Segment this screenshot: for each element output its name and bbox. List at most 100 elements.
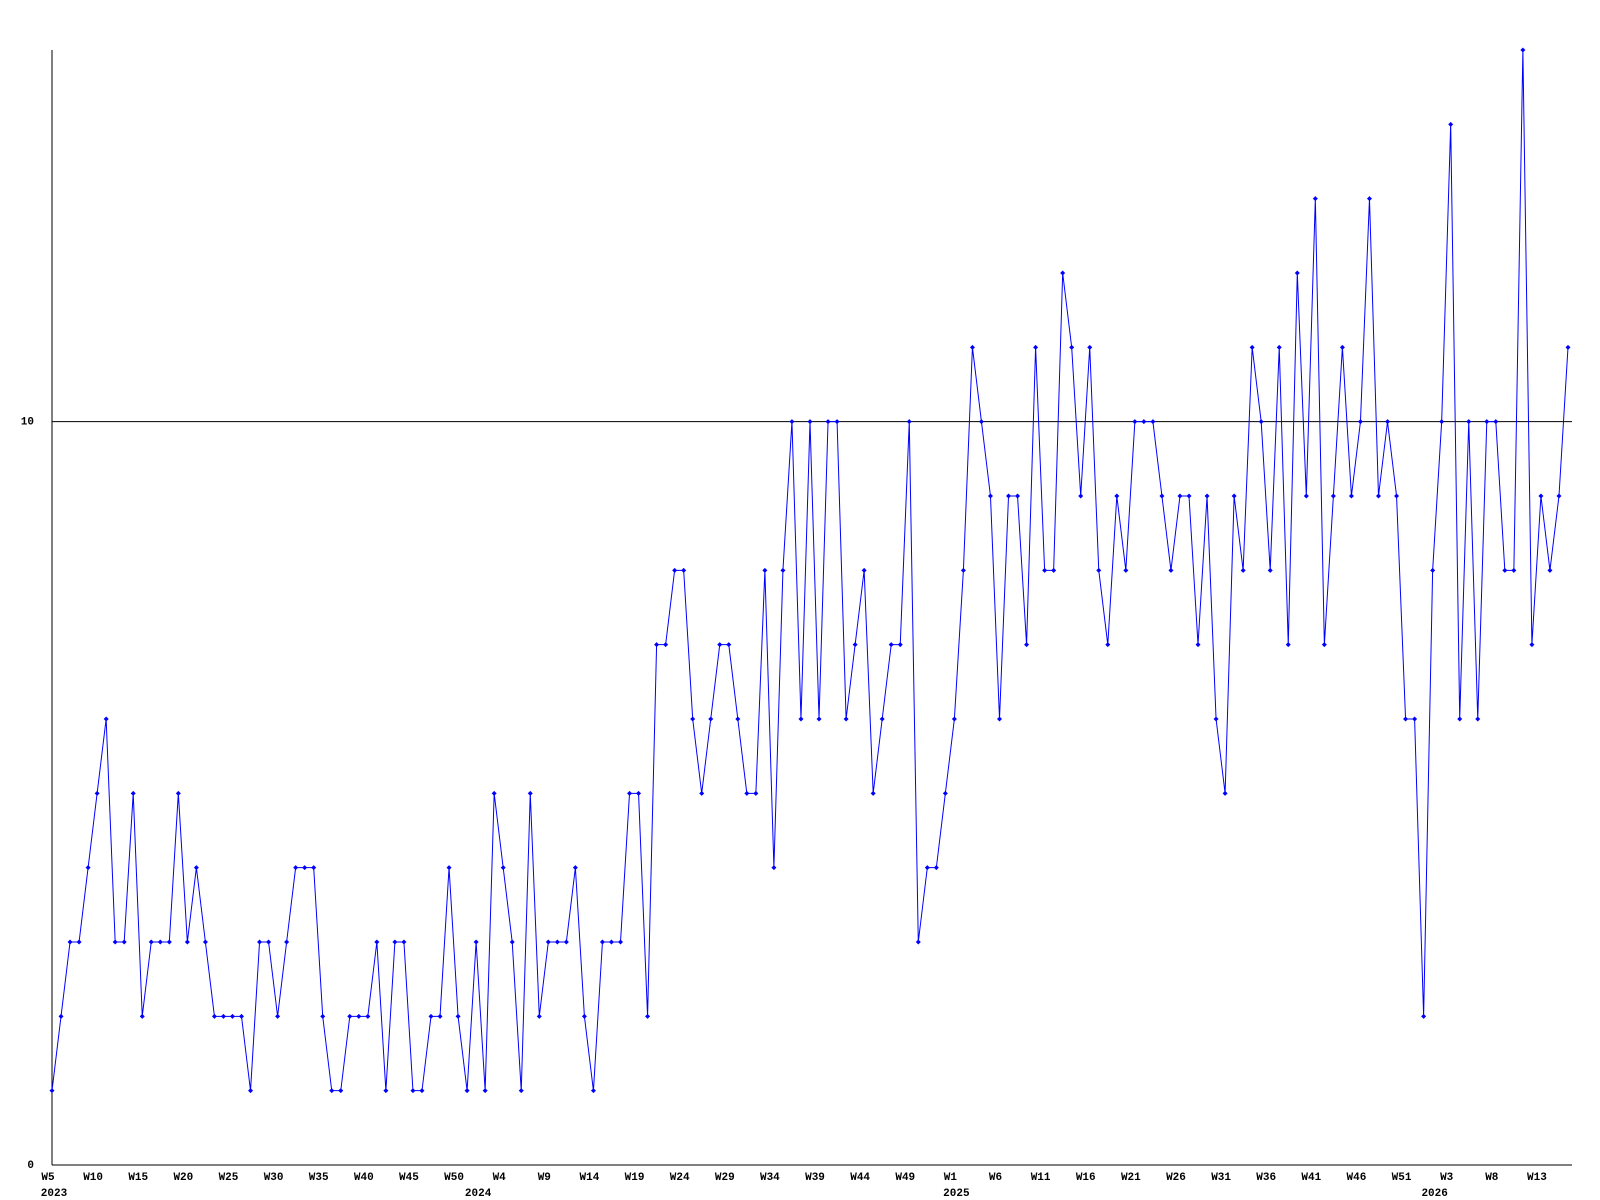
- x-tick-label: W1: [944, 1172, 958, 1184]
- data-point: [1060, 270, 1066, 276]
- data-point: [1168, 567, 1174, 573]
- data-point: [94, 790, 100, 796]
- data-point: [482, 1088, 488, 1094]
- data-point: [960, 567, 966, 573]
- data-point: [500, 865, 506, 871]
- data-point: [1303, 493, 1309, 499]
- data-point: [1114, 493, 1120, 499]
- data-point: [1240, 567, 1246, 573]
- data-point: [563, 939, 569, 945]
- data-point: [1457, 716, 1463, 722]
- data-point: [861, 567, 867, 573]
- x-tick-label: W46: [1347, 1172, 1367, 1184]
- data-point: [1511, 567, 1517, 573]
- x-tick-label: W10: [83, 1172, 103, 1184]
- data-point: [175, 790, 181, 796]
- data-point: [527, 790, 533, 796]
- data-point: [789, 419, 795, 425]
- x-tick-label: W8: [1485, 1172, 1499, 1184]
- x-tick-label: W44: [850, 1172, 870, 1184]
- data-point: [1529, 642, 1535, 648]
- x-tick-label: W25: [219, 1172, 239, 1184]
- data-point: [942, 790, 948, 796]
- data-point: [455, 1013, 461, 1019]
- data-point: [888, 642, 894, 648]
- data-point: [338, 1088, 344, 1094]
- data-point: [347, 1013, 353, 1019]
- data-point: [1321, 642, 1327, 648]
- x-tick-label: W36: [1256, 1172, 1276, 1184]
- data-point: [202, 939, 208, 945]
- data-point: [1556, 493, 1562, 499]
- data-point: [1132, 419, 1138, 425]
- data-point: [599, 939, 605, 945]
- x-tick-label: W13: [1527, 1172, 1547, 1184]
- x-tick-label: W31: [1211, 1172, 1231, 1184]
- x-tick-label: W9: [538, 1172, 551, 1184]
- data-point: [735, 716, 741, 722]
- data-point: [85, 865, 91, 871]
- data-point: [491, 790, 497, 796]
- data-point: [293, 865, 299, 871]
- data-point: [879, 716, 885, 722]
- data-point: [897, 642, 903, 648]
- data-point: [1204, 493, 1210, 499]
- data-point: [708, 716, 714, 722]
- data-point: [374, 939, 380, 945]
- data-point: [1348, 493, 1354, 499]
- data-point: [636, 790, 642, 796]
- data-point: [329, 1088, 335, 1094]
- data-point: [166, 939, 172, 945]
- data-point: [1330, 493, 1336, 499]
- data-point: [681, 567, 687, 573]
- data-point: [1231, 493, 1237, 499]
- x-tick-label: W30: [264, 1172, 284, 1184]
- data-point: [717, 642, 723, 648]
- x-tick-label: W34: [760, 1172, 780, 1184]
- data-point: [753, 790, 759, 796]
- data-point: [762, 567, 768, 573]
- data-point: [464, 1088, 470, 1094]
- data-point: [1376, 493, 1381, 499]
- data-point: [1006, 493, 1012, 499]
- data-point: [780, 567, 786, 573]
- data-point: [1475, 716, 1481, 722]
- data-point: [663, 642, 669, 648]
- data-point: [1159, 493, 1165, 499]
- data-point: [672, 567, 678, 573]
- data-point: [1421, 1013, 1427, 1019]
- x-group-label: 2025: [943, 1188, 970, 1200]
- data-point: [1186, 493, 1192, 499]
- data-point: [1015, 493, 1021, 499]
- data-point: [1439, 419, 1445, 425]
- data-point: [834, 419, 840, 425]
- data-point: [1366, 196, 1372, 202]
- data-point: [76, 939, 82, 945]
- x-tick-label: W4: [493, 1172, 507, 1184]
- data-point: [906, 419, 912, 425]
- data-point: [248, 1088, 254, 1094]
- x-group-label: 2024: [465, 1188, 492, 1200]
- data-point: [825, 419, 831, 425]
- x-tick-label: W11: [1031, 1172, 1051, 1184]
- x-tick-label: W21: [1121, 1172, 1141, 1184]
- data-point: [572, 865, 578, 871]
- x-tick-label: W24: [670, 1172, 690, 1184]
- x-tick-label: W49: [895, 1172, 915, 1184]
- data-point: [1141, 419, 1147, 425]
- x-tick-label: W6: [989, 1172, 1002, 1184]
- data-point: [1430, 567, 1436, 573]
- x-tick-label: W45: [399, 1172, 419, 1184]
- data-point: [1339, 344, 1345, 350]
- data-point: [148, 939, 154, 945]
- data-point: [987, 493, 993, 499]
- data-point: [275, 1013, 281, 1019]
- data-point: [997, 716, 1002, 722]
- data-point: [1493, 419, 1499, 425]
- data-point: [1484, 419, 1490, 425]
- data-point: [1403, 716, 1409, 722]
- x-tick-label: W51: [1392, 1172, 1412, 1184]
- data-point: [419, 1088, 425, 1094]
- data-point: [229, 1013, 235, 1019]
